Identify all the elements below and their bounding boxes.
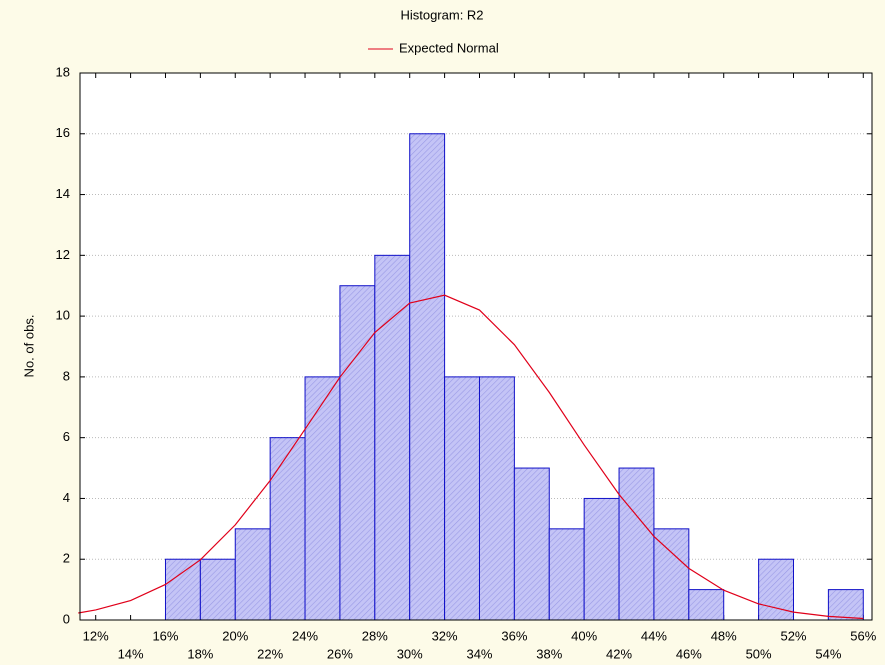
x-tick-label: 26% [327,646,353,661]
bar [269,437,306,621]
x-tick-label: 20% [222,628,248,643]
x-tick-label: 22% [257,646,283,661]
y-tick-label: 8 [63,368,70,383]
bar [374,254,411,621]
bar [478,376,515,621]
bar [304,376,341,621]
x-tick-label: 12% [83,628,109,643]
bar [234,528,271,621]
bar [164,558,201,621]
x-tick-label: 44% [641,628,667,643]
bar [548,528,585,621]
legend-label: Expected Normal [399,40,499,55]
normal-curve [78,294,864,620]
x-tick-label: 30% [397,646,423,661]
bar [688,589,725,621]
x-tick-label: 56% [850,628,876,643]
x-tick-label: 52% [780,628,806,643]
x-tick-label: 36% [501,628,527,643]
bar [513,467,550,621]
chart-title: Histogram: R2 [400,7,483,22]
x-tick-label: 48% [711,628,737,643]
y-tick-label: 2 [63,551,70,566]
x-tick-label: 32% [432,628,458,643]
y-tick-label: 16 [56,125,70,140]
y-tick-label: 18 [56,64,70,79]
x-tick-label: 42% [606,646,632,661]
bar [199,558,236,621]
bar [339,285,376,621]
y-tick-label: 10 [56,308,70,323]
x-tick-label: 46% [676,646,702,661]
x-tick-label: 14% [118,646,144,661]
bar [827,589,864,621]
bar [583,497,620,621]
bar [618,467,655,621]
x-tick-label: 16% [152,628,178,643]
bar [653,528,690,621]
y-tick-label: 4 [63,490,70,505]
x-tick-label: 50% [746,646,772,661]
y-tick-label: 0 [63,611,70,626]
x-tick-label: 34% [466,646,492,661]
x-tick-label: 28% [362,628,388,643]
x-tick-label: 18% [187,646,213,661]
bar [444,376,480,621]
x-tick-label: 54% [815,646,841,661]
x-tick-label: 24% [292,628,318,643]
plot-frame [79,72,873,621]
y-axis-label: No. of obs. [21,315,36,378]
bar [409,133,446,621]
y-tick-label: 6 [63,429,70,444]
x-tick-label: 38% [536,646,562,661]
x-tick-label: 40% [571,628,597,643]
y-tick-label: 14 [56,186,70,201]
y-tick-label: 12 [56,247,70,262]
